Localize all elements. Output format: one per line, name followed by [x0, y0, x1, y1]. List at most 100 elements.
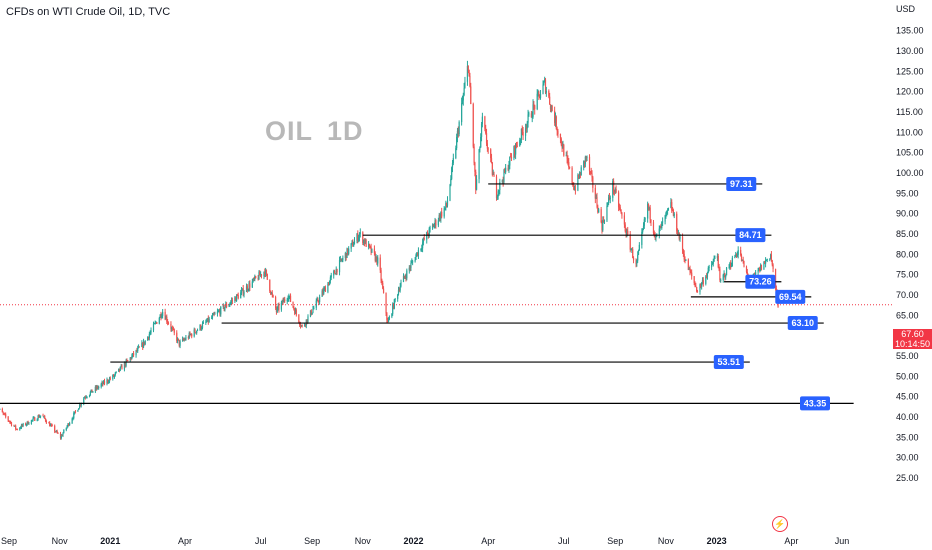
candle-body: [723, 273, 725, 275]
candle-body: [126, 360, 128, 361]
candle-body: [39, 416, 41, 418]
candle-body: [409, 267, 411, 269]
candle-body: [717, 256, 719, 268]
candle-body: [632, 257, 635, 261]
candle-body: [324, 287, 327, 292]
candle-body: [687, 259, 689, 271]
candle-body: [281, 300, 283, 303]
level-label: 69.54: [779, 292, 802, 302]
candle-body: [444, 207, 446, 209]
candle-body: [513, 146, 515, 159]
candle-body: [397, 294, 399, 299]
candle-body: [731, 257, 733, 267]
candle-body: [294, 309, 296, 314]
candle-body: [259, 272, 261, 276]
candle-body: [514, 146, 516, 155]
candle-body: [376, 256, 378, 264]
y-tick-label: 35.00: [896, 432, 919, 442]
lightning-icon[interactable]: ⚡: [772, 516, 788, 532]
candle-body: [248, 283, 250, 290]
level-label-box: [735, 228, 766, 243]
candle-body: [276, 307, 278, 312]
candle-body: [701, 280, 704, 283]
candle-body: [220, 306, 222, 315]
candle-body: [101, 382, 103, 385]
candle-body: [350, 243, 352, 249]
candle-body: [21, 424, 23, 426]
candle-body: [608, 197, 611, 199]
candle-body: [22, 423, 24, 426]
y-tick-label: 120.00: [896, 87, 924, 97]
candle-body: [44, 416, 46, 419]
candle-body: [282, 300, 284, 303]
candle-body: [228, 304, 230, 307]
candle-body: [359, 232, 361, 234]
y-tick-label: 65.00: [896, 310, 919, 320]
candle-body: [200, 325, 202, 330]
candle-body: [102, 382, 104, 385]
candle-body: [510, 156, 512, 158]
candle-body: [725, 275, 727, 278]
candle-body: [115, 371, 117, 373]
candle-body: [585, 156, 587, 158]
candle-body: [339, 258, 341, 260]
candle-body: [583, 160, 586, 164]
candle-body: [678, 232, 680, 239]
candle-body: [9, 421, 11, 423]
candle-body: [666, 210, 669, 211]
candle-body: [257, 277, 259, 280]
candle-body: [624, 224, 626, 232]
candle-body: [387, 319, 390, 323]
candle-body: [225, 304, 228, 307]
candle-body: [619, 207, 621, 210]
candle-body: [202, 322, 204, 324]
candle-body: [524, 128, 527, 136]
candle-body: [73, 413, 75, 419]
candle-body: [764, 260, 767, 264]
y-axis: 135.00 130.00 125.00 120.00 115.00 110.00 105.…: [896, 26, 924, 483]
candle-body: [230, 301, 232, 304]
candle-body: [505, 167, 507, 173]
x-tick-label: Jun: [835, 536, 850, 546]
candle-body: [525, 128, 528, 129]
candle-body: [527, 114, 529, 123]
candle-body: [676, 213, 678, 232]
candle-body: [138, 346, 140, 348]
candle-body: [742, 259, 744, 261]
candle-body: [156, 322, 158, 324]
candle-body: [96, 386, 98, 389]
candle-body: [68, 423, 70, 426]
candle-body: [754, 273, 756, 275]
candle-body: [371, 248, 373, 253]
candle-body: [456, 137, 458, 149]
candle-body: [365, 239, 367, 247]
candle-body: [481, 116, 483, 125]
candle-body: [706, 272, 709, 277]
candle-body: [638, 244, 640, 251]
candle-body: [559, 133, 562, 139]
candle-body: [321, 291, 323, 297]
candle-body: [270, 291, 272, 294]
candle-body: [583, 160, 585, 168]
candle-body: [356, 234, 358, 241]
candle-body: [176, 332, 178, 342]
candle-body: [121, 365, 123, 370]
candle-body: [469, 75, 471, 87]
candle-body: [4, 413, 6, 415]
candle-body: [439, 215, 441, 220]
candle-body: [623, 215, 626, 225]
candle-body: [716, 256, 719, 259]
candle-body: [615, 189, 617, 193]
candle-body: [229, 303, 231, 305]
candle-body: [426, 232, 429, 236]
candle-body: [181, 338, 184, 342]
candle-body: [650, 219, 652, 223]
candle-body: [536, 93, 538, 110]
candle-body: [450, 178, 452, 185]
candle-body: [440, 211, 442, 220]
candle-body: [736, 254, 738, 256]
candle-body: [260, 274, 263, 277]
candle-body: [67, 423, 69, 427]
